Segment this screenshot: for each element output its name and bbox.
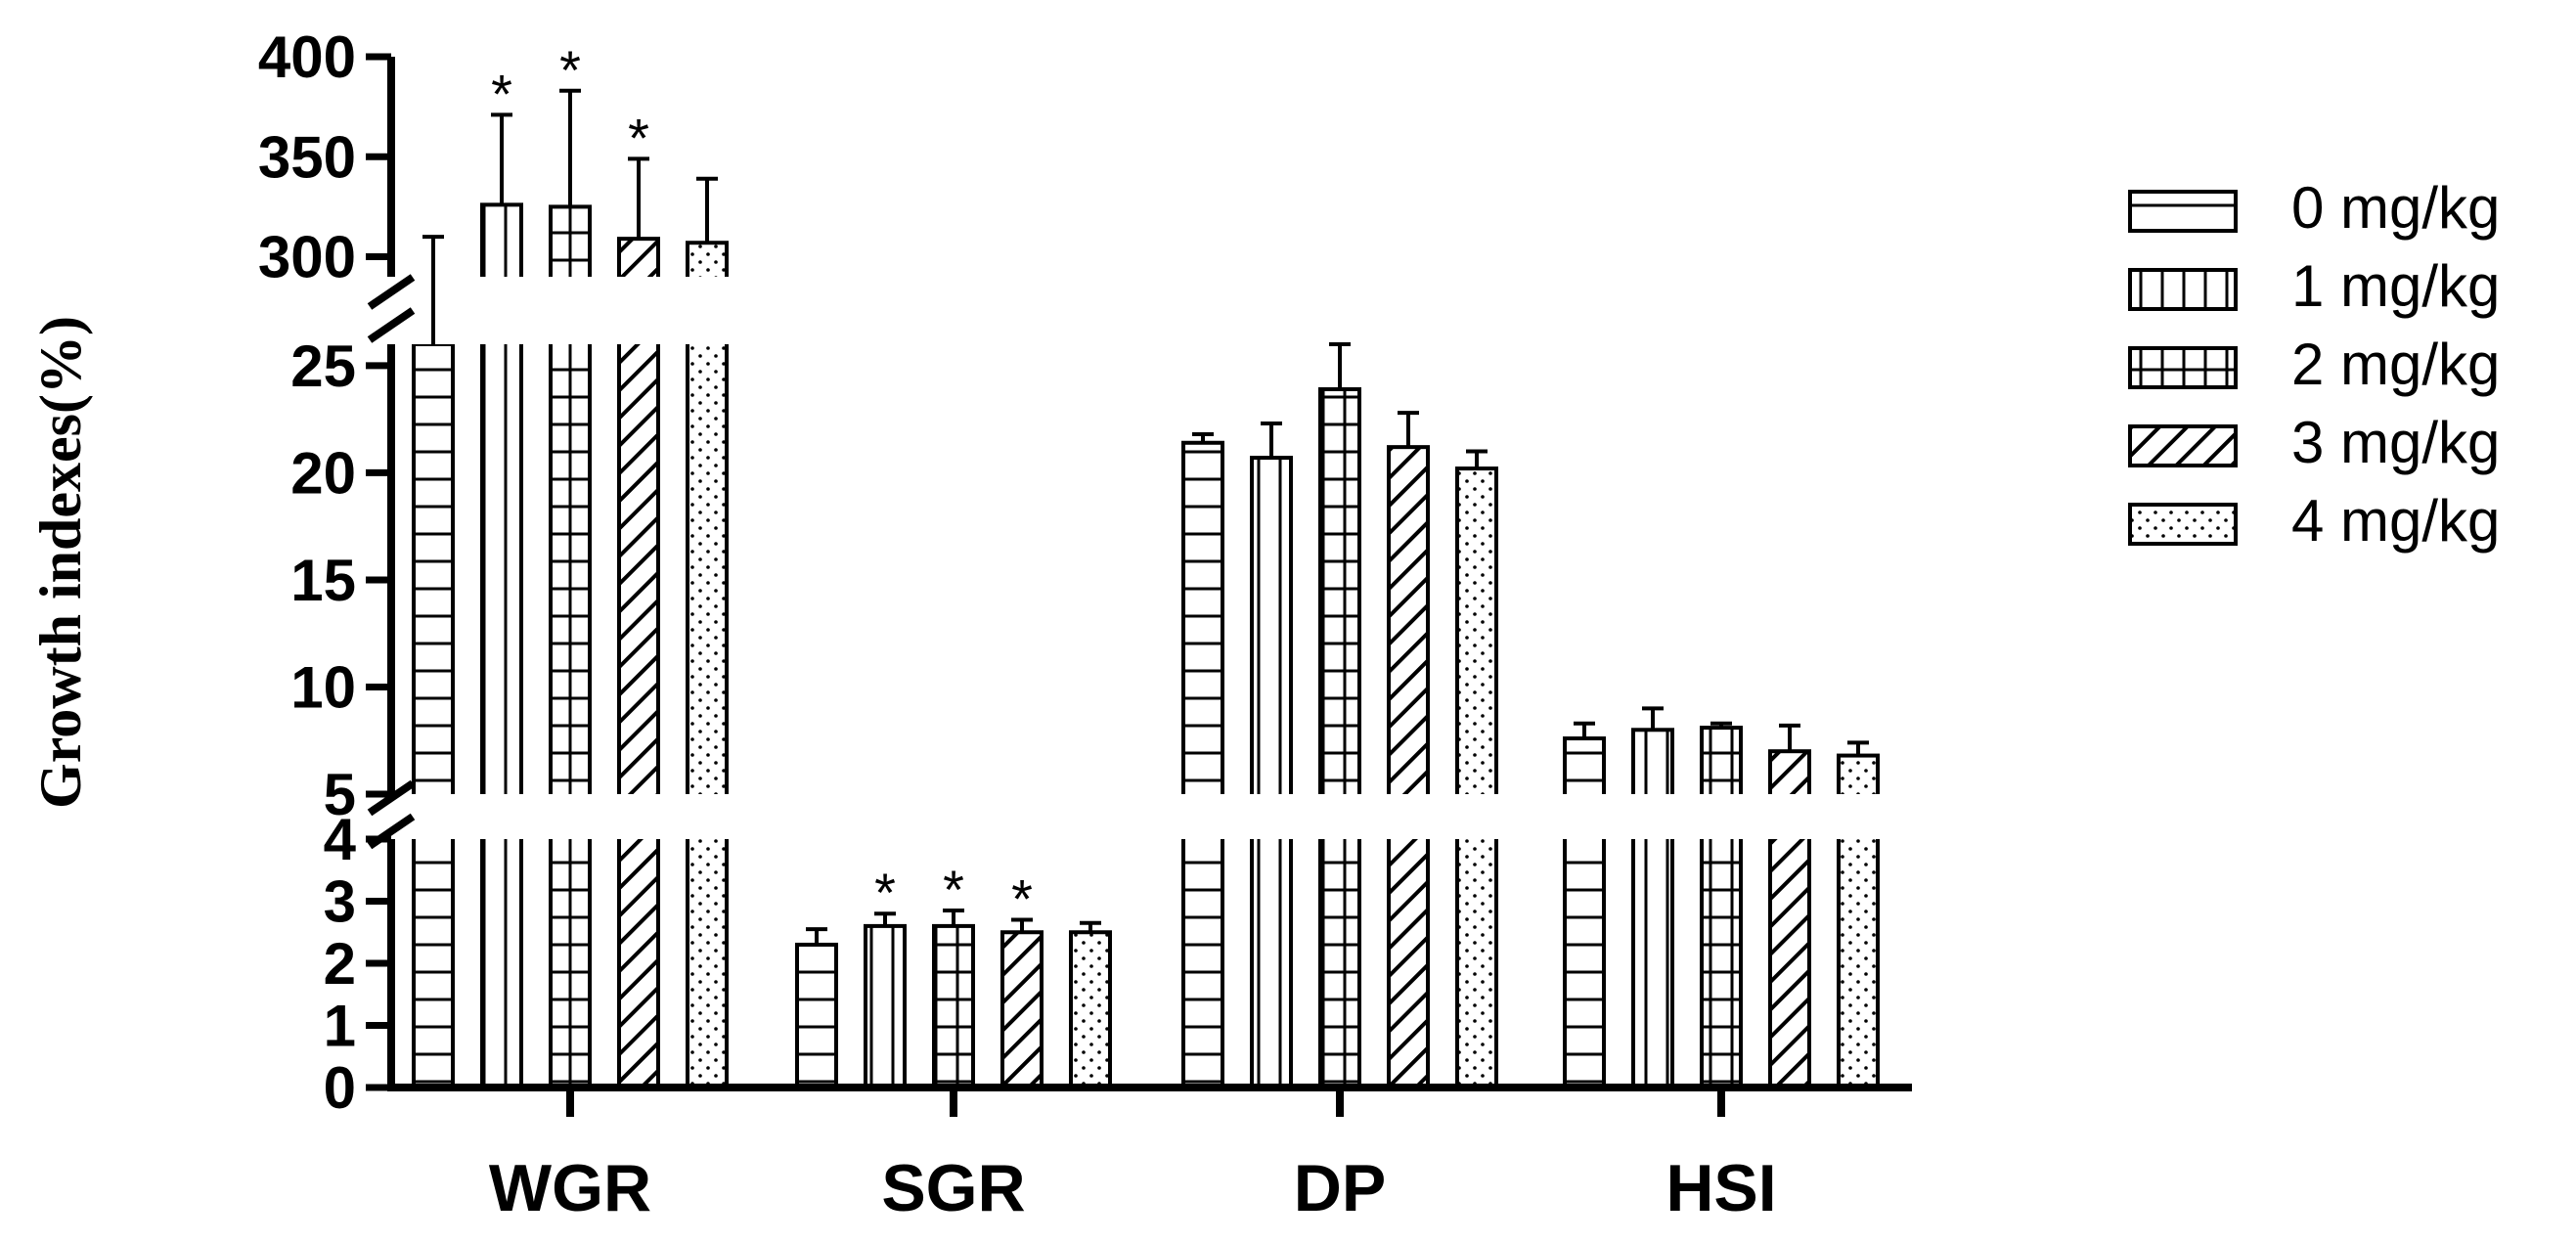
error-bar-dp-1-mg-kg (1261, 422, 1282, 459)
x-label-dp: DP (1294, 1151, 1386, 1225)
bar-sgr-4-mg-kg (1069, 930, 1112, 1089)
error-bar-sgr-0-mg-kg (806, 927, 827, 945)
y-tick-label-4: 4 (324, 807, 357, 872)
y-tick-label-350: 350 (258, 124, 356, 190)
error-bar-hsi-1-mg-kg (1642, 706, 1664, 731)
legend-label-4-mg-kg: 4 mg/kg (2291, 488, 2500, 554)
error-bar-hsi-0-mg-kg (1574, 721, 1595, 739)
error-bar-hsi-3-mg-kg (1779, 723, 1800, 752)
error-bar-wgr-1-mg-kg (491, 112, 512, 205)
error-bar-wgr-0-mg-kg (422, 235, 444, 344)
error-bar-wgr-4-mg-kg (696, 176, 718, 244)
legend-label-3-mg-kg: 3 mg/kg (2291, 410, 2500, 475)
error-bar-wgr-2-mg-kg (559, 88, 581, 207)
significance-markers: * * * * * * (491, 39, 1033, 930)
axis-break-gaps (397, 277, 1918, 839)
axis-break-mark-2 (367, 274, 416, 343)
axes (367, 57, 1912, 1117)
x-label-sgr: SGR (881, 1151, 1025, 1225)
y-axis-title: Growth indexes(%) (28, 316, 93, 809)
error-bars (422, 88, 1869, 945)
legend-swatch-1-mg-kg (2128, 268, 2238, 311)
bar-sgr-1-mg-kg (864, 923, 907, 1090)
x-axis-category-labels: WGR SGR DP HSI (489, 1151, 1777, 1225)
y-tick-label-5: 5 (324, 762, 356, 827)
legend-swatch-4-mg-kg (2128, 503, 2238, 546)
y-tick-label-2: 2 (324, 931, 356, 997)
y-tick-label-0: 0 (324, 1055, 356, 1121)
bar-wgr-3-mg-kg (617, 237, 660, 1090)
error-bar-dp-2-mg-kg (1329, 342, 1351, 389)
bar-sgr-2-mg-kg (932, 923, 975, 1090)
bar-wgr-4-mg-kg (686, 241, 729, 1089)
significance-star-wgr-3-mg-kg: * (628, 107, 649, 168)
significance-star-sgr-1-mg-kg: * (874, 862, 896, 923)
error-bar-dp-0-mg-kg (1192, 432, 1214, 443)
y-tick-label-10: 10 (290, 654, 356, 720)
bar-hsi-2-mg-kg (1700, 726, 1743, 1089)
bar-dp-0-mg-kg (1181, 440, 1224, 1089)
error-bar-sgr-4-mg-kg (1080, 920, 1101, 933)
error-bar-sgr-1-mg-kg (874, 911, 896, 926)
error-bar-dp-4-mg-kg (1466, 449, 1488, 469)
error-bar-wgr-3-mg-kg (628, 156, 649, 240)
significance-star-wgr-1-mg-kg: * (491, 63, 512, 124)
significance-star-wgr-2-mg-kg: * (559, 39, 581, 101)
error-bar-hsi-2-mg-kg (1710, 721, 1732, 729)
axis-break-gap-2 (397, 277, 1918, 344)
y-tick-label-1: 1 (324, 994, 356, 1059)
legend-item-1-mg-kg: 1 mg/kg (2128, 253, 2500, 319)
bar-dp-3-mg-kg (1387, 445, 1430, 1089)
error-bar-hsi-4-mg-kg (1847, 740, 1869, 756)
bar-dp-4-mg-kg (1455, 466, 1498, 1089)
legend-item-0-mg-kg: 0 mg/kg (2128, 175, 2500, 241)
legend-item-3-mg-kg: 3 mg/kg (2128, 410, 2500, 475)
significance-star-sgr-3-mg-kg: * (1011, 868, 1033, 930)
y-tick-label-300: 300 (258, 225, 356, 290)
x-label-hsi: HSI (1666, 1151, 1776, 1225)
legend-label-2-mg-kg: 2 mg/kg (2291, 332, 2500, 397)
bar-dp-2-mg-kg (1318, 387, 1361, 1089)
bar-sgr-3-mg-kg (1000, 930, 1044, 1089)
legend-swatch-3-mg-kg (2128, 424, 2238, 467)
legend-item-4-mg-kg: 4 mg/kg (2128, 488, 2500, 554)
legend: 0 mg/kg 1 mg/kg 2 mg/kg 3 mg/kg 4 mg/kg (2128, 175, 2500, 554)
legend-item-2-mg-kg: 2 mg/kg (2128, 332, 2500, 397)
bar-hsi-1-mg-kg (1631, 728, 1674, 1089)
x-label-wgr: WGR (489, 1151, 651, 1225)
y-tick-label-25: 25 (290, 333, 356, 399)
error-bar-sgr-2-mg-kg (943, 909, 964, 926)
y-tick-label-20: 20 (290, 440, 356, 506)
y-tick-label-400: 400 (258, 24, 356, 90)
error-bar-dp-3-mg-kg (1398, 411, 1419, 448)
bar-wgr-0-mg-kg (412, 342, 455, 1089)
y-tick-label-15: 15 (290, 548, 356, 613)
legend-swatch-2-mg-kg (2128, 346, 2238, 389)
bar-hsi-0-mg-kg (1563, 736, 1606, 1089)
bar-sgr-0-mg-kg (795, 942, 838, 1090)
error-bar-sgr-3-mg-kg (1011, 917, 1033, 933)
axis-break-gap-1 (397, 794, 1918, 839)
bar-dp-1-mg-kg (1250, 456, 1293, 1090)
legend-label-0-mg-kg: 0 mg/kg (2291, 175, 2500, 241)
legend-swatch-0-mg-kg (2128, 190, 2238, 233)
legend-label-1-mg-kg: 1 mg/kg (2291, 253, 2500, 319)
y-tick-label-3: 3 (324, 869, 356, 935)
significance-star-sgr-2-mg-kg: * (943, 859, 964, 920)
